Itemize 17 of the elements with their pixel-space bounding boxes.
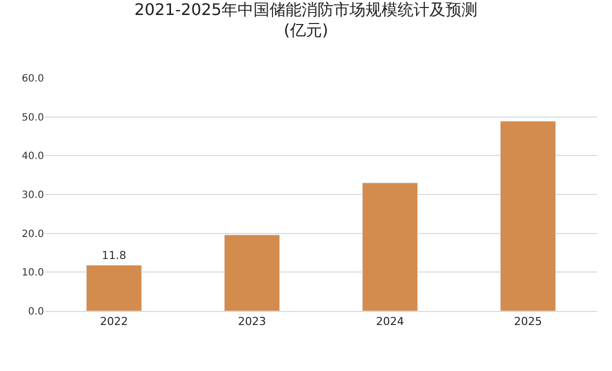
y-tick-label: 30.0	[22, 190, 44, 201]
y-tick-label: 40.0	[22, 151, 44, 162]
x-tick-label: 2023	[238, 315, 266, 328]
y-tick-label: 20.0	[22, 228, 44, 240]
y-tick-label: 10.0	[22, 268, 44, 279]
y-tick-label: 0.0	[28, 306, 44, 318]
x-tick-label: 2025	[514, 315, 542, 328]
bar	[224, 234, 280, 311]
data-label: 11.8	[102, 249, 126, 262]
x-tick-label: 2024	[376, 315, 404, 328]
bar	[362, 182, 418, 311]
y-tick-label: 60.0	[22, 74, 44, 84]
y-tick-label: 50.0	[22, 112, 44, 124]
x-tick-label: 2022	[100, 315, 128, 328]
bar	[86, 264, 142, 311]
bar	[500, 120, 556, 311]
chart-title: 2021-2025年中国储能消防市场规模统计及预测 (亿元)	[134, 0, 478, 40]
